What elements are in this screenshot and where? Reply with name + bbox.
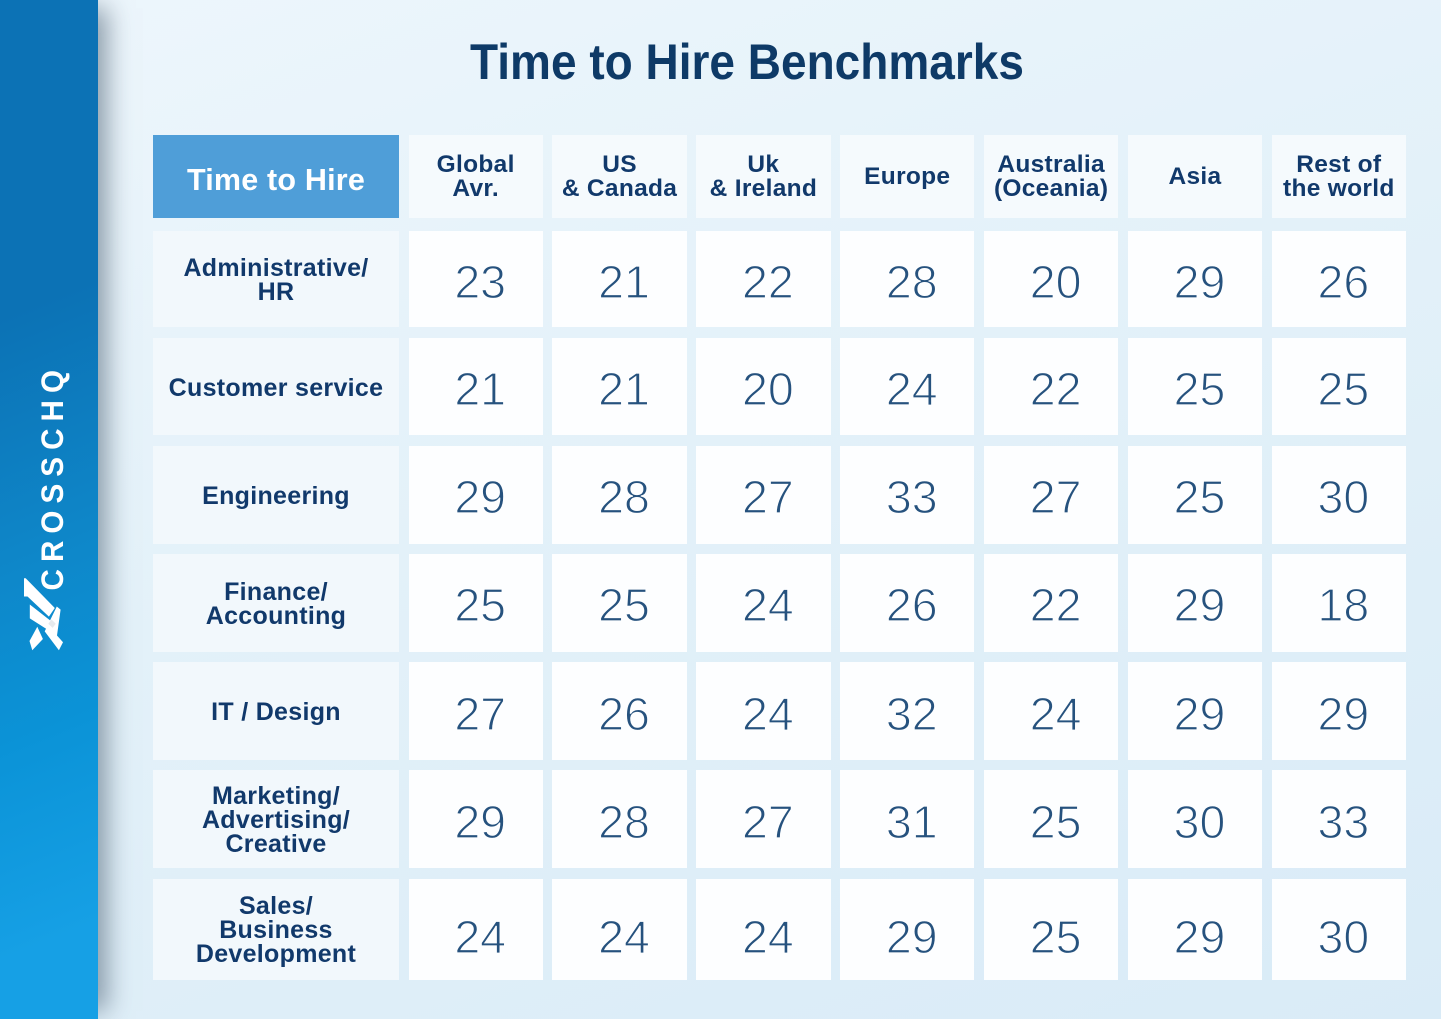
svg-text:CROSSCHQ: CROSSCHQ [35,366,70,591]
